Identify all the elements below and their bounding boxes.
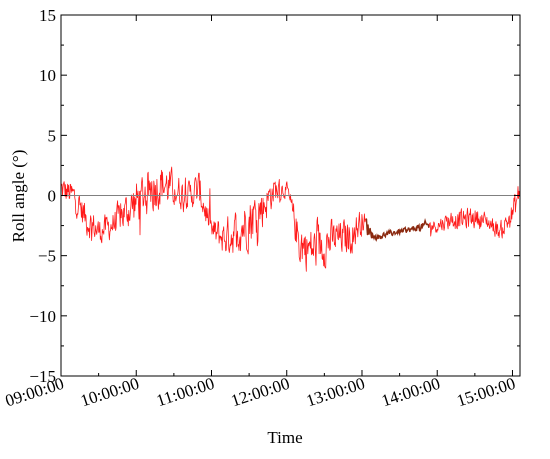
y-tick-label: 15 bbox=[39, 6, 56, 25]
x-tick-label: 11:00:00 bbox=[154, 374, 217, 411]
y-tick-label: 10 bbox=[39, 66, 56, 85]
y-axis: −15 −10 −5 0 5 10 15 bbox=[29, 6, 520, 386]
x-tick-label: 10:00:00 bbox=[78, 374, 141, 411]
y-tick-label: 0 bbox=[48, 187, 57, 206]
x-tick-label: 14:00:00 bbox=[379, 374, 442, 411]
y-tick-label: −5 bbox=[38, 247, 56, 266]
x-tick-label: 12:00:00 bbox=[229, 374, 292, 411]
x-axis-title: Time bbox=[267, 428, 302, 447]
x-tick-label: 13:00:00 bbox=[304, 374, 367, 411]
y-axis-title: Roll angle (°) bbox=[9, 150, 28, 243]
series-layer bbox=[60, 166, 521, 272]
y-tick-label: 5 bbox=[48, 126, 57, 145]
y-tick-label: −15 bbox=[29, 367, 56, 386]
x-tick-label: 15:00:00 bbox=[454, 374, 517, 411]
series-line bbox=[60, 166, 521, 272]
series-line-calm-segment bbox=[365, 218, 430, 242]
y-tick-label: −10 bbox=[29, 307, 56, 326]
